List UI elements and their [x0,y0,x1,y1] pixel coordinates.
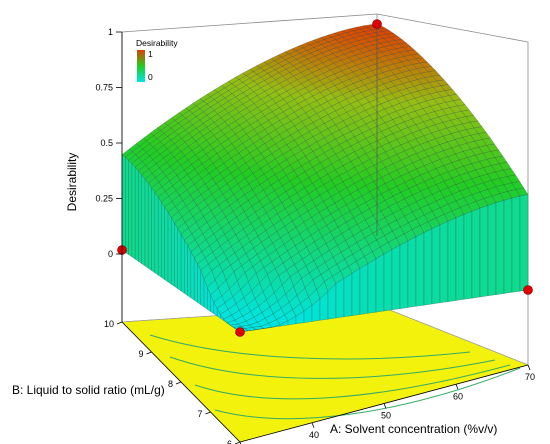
surface-skirt [471,207,481,299]
drop-lines [376,24,378,236]
surface-skirt [141,174,146,267]
y-tick-mark [146,351,152,355]
response-surface [121,23,529,333]
x-tick-mark [239,441,242,444]
y-tick-mark [116,321,123,325]
y-tick-label: 6 [227,439,232,444]
surface-skirt [463,211,473,300]
surface-skirt [519,194,529,292]
x-tick-label: 50 [381,411,391,421]
legend-min-label: 0 [148,72,153,82]
surface-skirt [415,232,425,307]
surface-skirt [335,278,345,319]
surface-skirt [391,244,401,311]
legend-color-bar [137,50,145,82]
x-axis-label: A: Solvent concentration (%v/v) [330,422,497,436]
y-tick-label: 9 [138,349,143,359]
design-point [523,285,533,295]
surface-skirt [154,191,159,276]
surface-skirt [184,239,188,296]
surface-skirt [375,253,385,313]
y-tick-label: 7 [197,409,202,419]
x-tick-mark [311,422,315,428]
surface-skirt [193,257,198,303]
z-axis-label: Desirability [65,153,79,212]
surface-skirt [144,178,149,269]
surface-skirt [180,233,185,294]
surface-skirt [190,251,195,301]
surface-skirt [367,258,377,314]
y-tick-label: 8 [168,379,173,389]
x-tick-mark [455,384,459,390]
surface-skirt [177,227,182,292]
surface-skirt [167,211,172,285]
surface-skirt [351,267,361,316]
surface-skirt [479,205,489,298]
x-axis: 3040506070 [239,364,535,444]
surface-skirt [399,240,409,309]
y-axis-label: B: Liquid to solid ratio (mL/g) [12,383,165,397]
surface-skirt [171,216,175,287]
surface-skirt [487,202,497,297]
y-tick-label: 10 [104,319,114,329]
surface-skirt [455,214,465,301]
z-tick-label: 0.75 [95,83,113,93]
surface-skirt [138,170,142,265]
y-tick-mark [205,411,211,415]
design-point [372,19,382,29]
surface-skirt [197,263,201,306]
surface-skirt [174,222,178,290]
z-tick-label: 0 [108,249,113,259]
surface-skirt [495,200,505,295]
surface-skirt [439,221,449,304]
surface-skirt [151,187,155,274]
surface-skirt [131,163,136,260]
surface-skirt [148,182,152,271]
design-points [117,19,533,337]
surface-skirt [407,236,417,308]
legend-title: Desirability [136,38,178,48]
surface-skirt [447,217,457,302]
z-tick-label: 0.5 [100,138,113,148]
design-point [235,327,245,337]
surface-skirt [511,195,521,293]
x-tick-label: 70 [525,372,535,382]
x-tick-mark [527,364,531,371]
surface-skirt [343,272,353,318]
z-axis: 0 0.25 0.5 0.75 1 [95,27,123,322]
contour-plane [121,304,529,443]
surface-skirt [134,166,139,262]
color-legend: Desirability 1 0 [136,38,178,82]
surface-skirt [503,197,513,294]
y-tick-mark [175,381,182,385]
y-axis: 6 7 8 9 10 [104,319,241,444]
surface-skirt [128,159,132,258]
surface-skirt [423,228,433,306]
z-tick-label: 1 [108,27,113,37]
surface-skirt [187,245,191,299]
x-tick-label: 60 [453,391,463,401]
surface-skirt [157,196,162,278]
surface-skirt [383,249,393,312]
legend-max-label: 1 [148,49,153,59]
z-tick-label: 0.25 [95,194,113,204]
surface-skirt [359,263,369,315]
surface-skirt [164,206,169,283]
surface-skirt [125,156,129,255]
surface-skirt [161,201,165,280]
x-tick-label: 40 [309,430,319,440]
surface-skirt [121,154,126,253]
x-tick-mark [383,403,387,409]
surface-skirt [431,224,441,305]
